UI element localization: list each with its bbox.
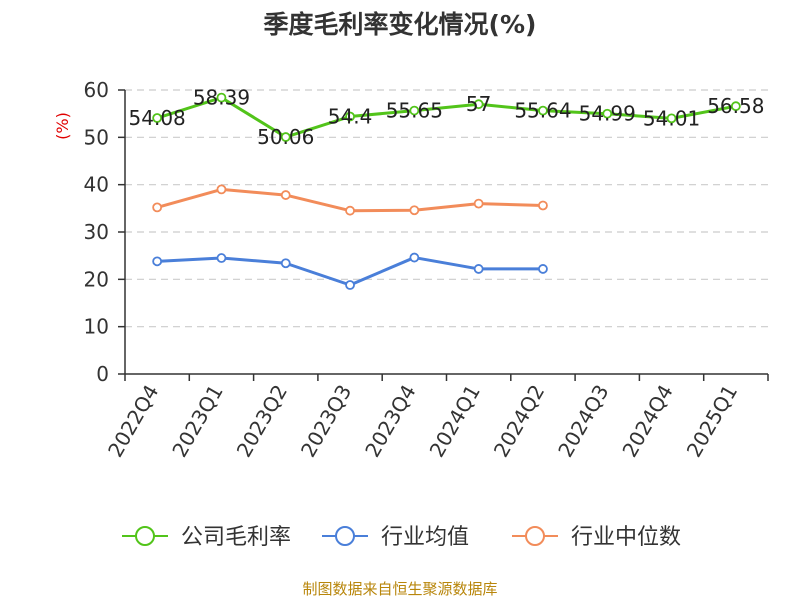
data-label: 57 [466, 92, 491, 116]
data-label: 55.64 [514, 99, 571, 123]
data-labels: 54.08 58.39 50.06 54.4 55.65 57 55.64 54.99 54.0… [129, 86, 765, 149]
y-tick-label: 0 [96, 362, 109, 386]
source-note: 制图数据来自恒生聚源数据库 [302, 580, 497, 598]
data-point [216, 253, 227, 263]
x-tick-label: 2024Q2 [489, 381, 549, 462]
data-point [280, 190, 291, 200]
data-point [538, 105, 548, 116]
x-tick-label: 2023Q3 [296, 381, 356, 462]
x-tick-label: 2024Q3 [553, 381, 613, 462]
legend[interactable]: 公司毛利率 行业均值 行业中位数 [122, 525, 681, 550]
data-point [152, 256, 163, 267]
data-point [409, 205, 420, 216]
y-tick-label: 60 [84, 78, 109, 102]
data-label: 56.58 [707, 94, 764, 118]
legend-label: 行业均值 [381, 525, 469, 550]
data-point [152, 113, 163, 123]
data-label: 55.65 [386, 99, 443, 123]
data-point [602, 108, 613, 119]
y-axis-label: (%) [53, 112, 72, 140]
data-point [473, 198, 484, 209]
data-point [345, 111, 355, 122]
data-point [538, 264, 548, 274]
x-tick-label: 2023Q1 [167, 381, 227, 462]
data-point [216, 184, 227, 195]
y-tick-label: 20 [84, 267, 109, 291]
chart-title: 季度毛利率变化情况(%) [264, 10, 537, 39]
data-point [280, 132, 291, 142]
data-point [345, 280, 355, 290]
data-point [538, 200, 548, 211]
data-point [345, 205, 355, 216]
y-tick-label: 40 [84, 173, 109, 197]
legend-marker [335, 526, 355, 546]
data-point [730, 101, 741, 112]
x-tick-label: 2024Q1 [425, 381, 485, 462]
y-tick-label: 50 [84, 125, 109, 149]
data-label: 58.39 [193, 86, 250, 110]
legend-item[interactable]: 行业中位数 [512, 525, 681, 550]
x-tick-label: 2022Q4 [103, 381, 163, 462]
x-tick-label: 2024Q4 [617, 381, 677, 462]
legend-label: 公司毛利率 [181, 525, 291, 550]
series-0 [152, 92, 741, 142]
data-point [473, 264, 484, 274]
x-tick-label: 2023Q2 [232, 381, 292, 462]
series-2 [152, 184, 548, 216]
data-label: 50.06 [257, 125, 314, 149]
data-label: 54.08 [129, 106, 186, 130]
data-label: 54.99 [579, 102, 636, 126]
data-point [216, 92, 227, 103]
legend-label: 行业中位数 [571, 525, 681, 550]
series-lines [152, 92, 741, 290]
data-point [280, 258, 291, 269]
data-point [409, 252, 420, 263]
legend-marker [525, 526, 545, 546]
legend-item[interactable]: 行业均值 [322, 525, 469, 550]
series-line [155, 96, 738, 139]
data-label: 54.01 [643, 106, 700, 130]
x-tick-label: 2025Q1 [682, 381, 742, 462]
data-point [666, 113, 677, 124]
y-tick-label: 10 [84, 315, 109, 339]
data-point [409, 105, 420, 116]
data-point [152, 202, 163, 213]
legend-item[interactable]: 公司毛利率 [122, 525, 291, 550]
y-tick-label: 30 [84, 220, 109, 244]
legend-marker [135, 526, 155, 546]
series-1 [152, 252, 548, 290]
data-label: 54.4 [328, 105, 373, 129]
data-point [473, 99, 484, 110]
x-tick-label: 2023Q4 [360, 381, 420, 462]
